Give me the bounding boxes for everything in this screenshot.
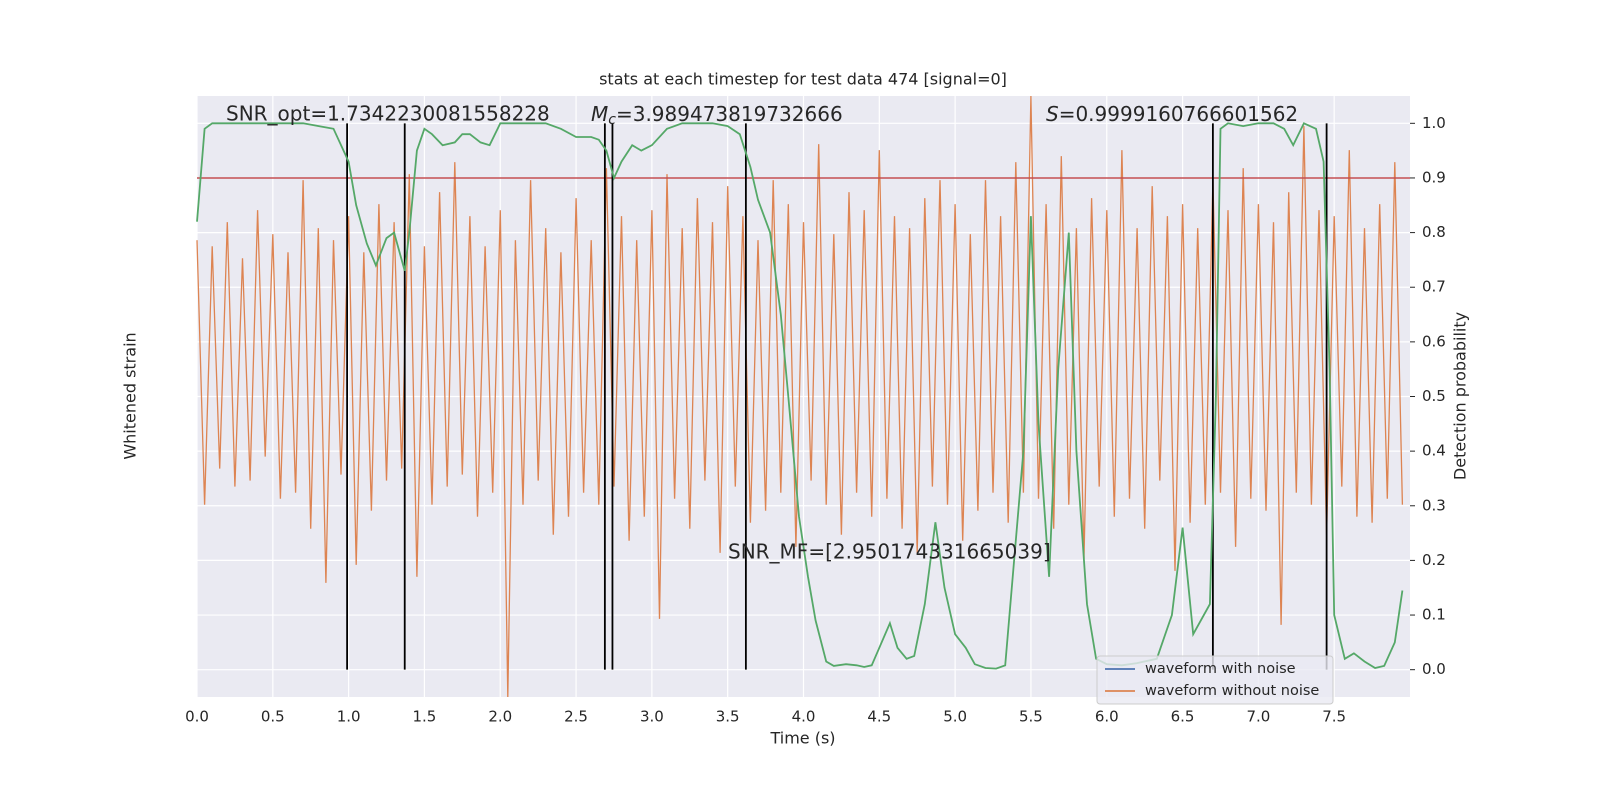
chart-title: stats at each timestep for test data 474… [599,70,1007,89]
annotation: SNR_MF=[2.950174331665039] [728,540,1051,564]
annotation-subscript: c [608,112,616,128]
y2-tick-label: 0.7 [1422,278,1446,296]
x-tick-label: 2.0 [488,708,512,726]
x-tick-label: 1.0 [337,708,361,726]
x-tick-label: 3.0 [640,708,664,726]
x-tick-label: 0.5 [261,708,285,726]
annotation: SNR_opt=1.7342230081558228 [226,102,550,126]
annotation-symbol: M [591,102,608,126]
y2-tick-label: 0.6 [1422,332,1446,350]
series-line [196,122,1404,670]
legend-label: waveform with noise [1145,661,1296,677]
x-tick-label: 6.0 [1095,708,1119,726]
series-line [196,95,1404,698]
annotation-text: =3.989473819732666 [616,102,843,126]
x-tick-label: 2.5 [564,708,588,726]
y2-tick-label: 0.4 [1422,442,1446,460]
x-tick-label: 5.5 [1019,708,1043,726]
x-tick-label: 7.5 [1322,708,1346,726]
y2-tick-label: 0.1 [1422,606,1446,624]
annotation-symbol: S [1046,102,1059,126]
y2-tick-label: 0.0 [1422,660,1446,678]
y2-tick-label: 1.0 [1422,114,1446,132]
annotation-text: =0.9999160766601562 [1059,102,1298,126]
x-tick-label: 4.0 [792,708,816,726]
x-tick-label: 5.0 [943,708,967,726]
y2-tick-label: 0.3 [1422,496,1446,514]
x-tick-label: 4.5 [867,708,891,726]
legend: waveform with noise waveform without nois… [1096,655,1334,705]
legend-label: waveform without noise [1145,683,1319,699]
x-tick-label: 7.0 [1246,708,1270,726]
x-axis-label: Time (s) [769,729,835,748]
y2-tick-label: 0.2 [1422,551,1446,569]
x-tick-label: 3.5 [716,708,740,726]
annotation: S=0.9999160766601562 [1046,102,1298,126]
annotation: Mc=3.989473819732666 [591,102,843,129]
y2-tick-label: 0.5 [1422,387,1446,405]
x-tick-label: 1.5 [413,708,437,726]
y2-tick-label: 0.8 [1422,223,1446,241]
x-tick-label: 0.0 [185,708,209,726]
x-tick-label: 6.5 [1171,708,1195,726]
marks [196,95,1410,698]
y-axis-label: Whitened strain [121,332,140,459]
legend-box [1096,655,1334,705]
y2-axis-label: Detection probability [1451,312,1470,480]
y2-tick-label: 0.9 [1422,168,1446,186]
